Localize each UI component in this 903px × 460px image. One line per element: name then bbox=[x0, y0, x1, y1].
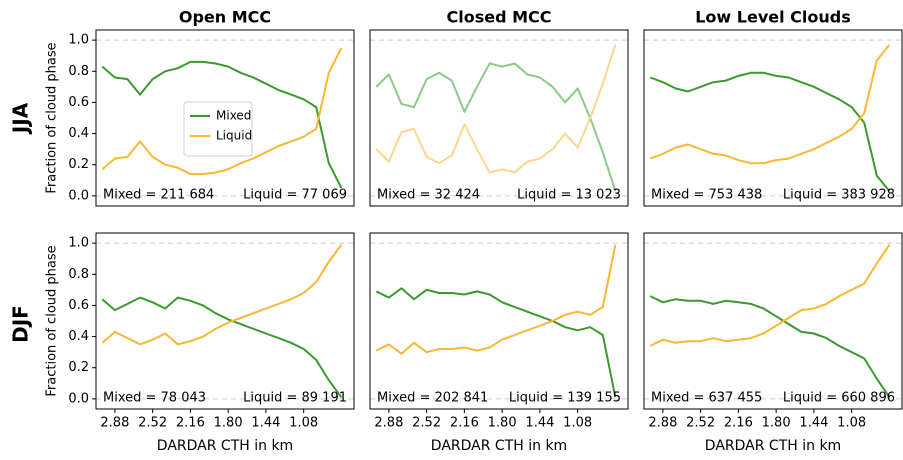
x-tick-label: 1.44 bbox=[799, 416, 828, 431]
x-tick-label: 1.44 bbox=[251, 416, 280, 431]
y-tick-label: 0.8 bbox=[68, 267, 89, 282]
series-line bbox=[649, 44, 891, 165]
annotation: Liquid = 660 896 bbox=[783, 391, 895, 406]
panel-title: Closed MCC bbox=[446, 8, 551, 27]
annotation: Liquid = 89 191 bbox=[243, 391, 347, 406]
x-tick-label: 1.80 bbox=[488, 416, 517, 431]
legend-label: Mixed bbox=[216, 109, 251, 123]
plot-frame bbox=[95, 232, 355, 410]
x-tick-label: 2.88 bbox=[100, 416, 129, 431]
annotation: Liquid = 13 023 bbox=[517, 188, 621, 203]
plot-border bbox=[369, 232, 629, 410]
annotation: Mixed = 637 455 bbox=[651, 391, 762, 406]
panel-title: Open MCC bbox=[179, 8, 271, 27]
y-tick-label: 0.6 bbox=[68, 95, 89, 110]
annotation: Mixed = 202 841 bbox=[377, 391, 488, 406]
y-tick-label: 0.2 bbox=[68, 157, 89, 172]
plot-border bbox=[95, 232, 355, 410]
series-line bbox=[101, 244, 343, 346]
series-line bbox=[101, 60, 343, 189]
y-axis-label: Fraction of cloud phase bbox=[45, 245, 60, 396]
plot-border bbox=[95, 29, 355, 207]
x-tick-label: 1.44 bbox=[525, 416, 554, 431]
y-tick-label: 0.0 bbox=[68, 188, 89, 203]
plot-border bbox=[643, 29, 903, 207]
y-tick-label: 0.6 bbox=[68, 298, 89, 313]
x-axis-label: DARDAR CTH in km bbox=[157, 438, 293, 454]
annotation: Mixed = 753 438 bbox=[651, 188, 762, 203]
series-line bbox=[375, 244, 617, 355]
y-tick-label: 0.4 bbox=[68, 126, 89, 141]
series-line bbox=[649, 295, 891, 398]
legend-label: Liquid bbox=[216, 129, 252, 143]
series-line bbox=[101, 296, 343, 398]
series-line bbox=[375, 44, 617, 174]
y-tick-label: 0.4 bbox=[68, 329, 89, 344]
series-line bbox=[649, 71, 891, 192]
x-tick-label: 2.16 bbox=[176, 416, 205, 431]
plot-frame bbox=[643, 29, 903, 207]
series-line bbox=[101, 47, 343, 176]
row-label: DJF bbox=[9, 305, 33, 343]
y-axis-label: Fraction of cloud phase bbox=[45, 42, 60, 193]
x-tick-label: 1.08 bbox=[289, 416, 318, 431]
x-tick-label: 1.08 bbox=[563, 416, 592, 431]
x-tick-label: 2.16 bbox=[450, 416, 479, 431]
series-line bbox=[375, 62, 617, 192]
y-tick-label: 0.2 bbox=[68, 360, 89, 375]
x-tick-label: 1.80 bbox=[214, 416, 243, 431]
y-tick-label: 1.0 bbox=[68, 236, 89, 251]
y-tick-label: 1.0 bbox=[68, 33, 89, 48]
plot-frame bbox=[369, 232, 629, 410]
plot-frame bbox=[643, 232, 903, 410]
x-tick-label: 2.88 bbox=[648, 416, 677, 431]
series-line bbox=[649, 244, 891, 347]
row-label: JJA bbox=[9, 102, 33, 135]
plot-border bbox=[643, 232, 903, 410]
annotation: Liquid = 139 155 bbox=[509, 391, 621, 406]
x-tick-label: 2.52 bbox=[412, 416, 441, 431]
x-axis-label: DARDAR CTH in km bbox=[431, 438, 567, 454]
x-tick-label: 1.08 bbox=[837, 416, 866, 431]
x-tick-label: 2.88 bbox=[374, 416, 403, 431]
x-axis-label: DARDAR CTH in km bbox=[705, 438, 841, 454]
series-line bbox=[375, 287, 617, 398]
plot-border bbox=[369, 29, 629, 207]
x-tick-label: 2.16 bbox=[724, 416, 753, 431]
y-tick-label: 0.0 bbox=[68, 391, 89, 406]
x-tick-label: 1.80 bbox=[762, 416, 791, 431]
y-tick-label: 0.8 bbox=[68, 64, 89, 79]
annotation: Mixed = 32 424 bbox=[377, 188, 480, 203]
panel-title: Low Level Clouds bbox=[695, 8, 851, 27]
annotation: Mixed = 211 684 bbox=[103, 188, 214, 203]
annotation: Liquid = 77 069 bbox=[243, 188, 347, 203]
annotation: Mixed = 78 043 bbox=[103, 391, 206, 406]
x-tick-label: 2.52 bbox=[686, 416, 715, 431]
x-tick-label: 2.52 bbox=[138, 416, 167, 431]
annotation: Liquid = 383 928 bbox=[783, 188, 895, 203]
